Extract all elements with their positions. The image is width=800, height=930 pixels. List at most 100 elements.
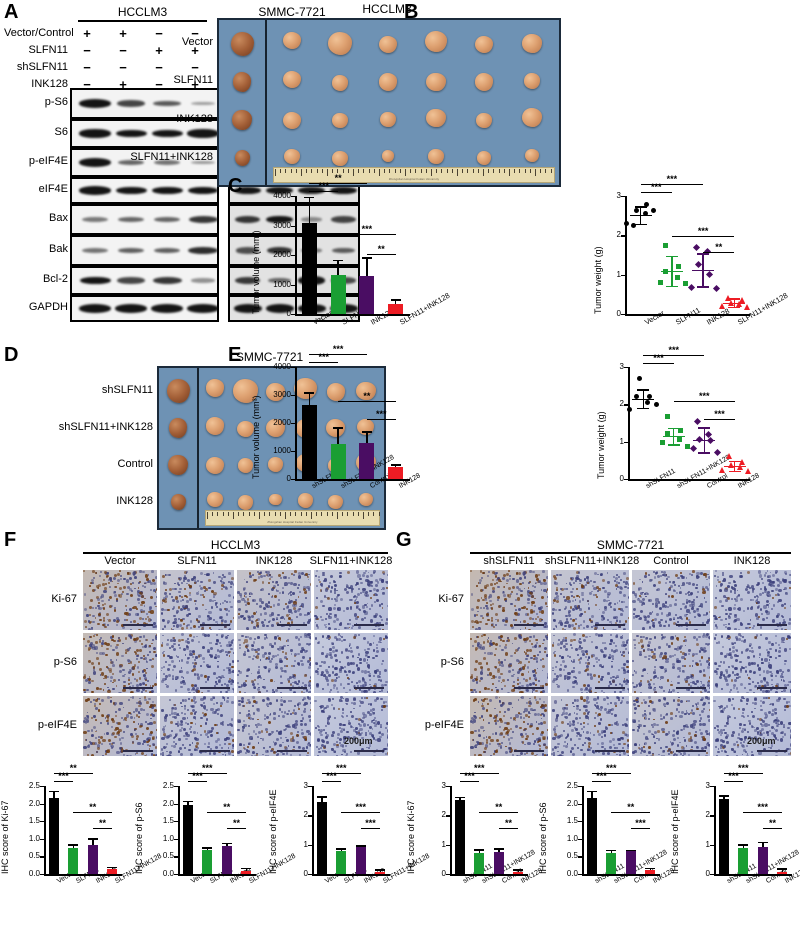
nucleus (249, 595, 251, 598)
nucleus (672, 621, 676, 626)
nucleus (778, 622, 782, 625)
nucleus (199, 752, 202, 755)
nucleus (623, 601, 626, 603)
nucleus (362, 712, 366, 715)
nucleus (88, 676, 91, 678)
nucleus (375, 723, 378, 726)
nucleus (179, 670, 183, 674)
nucleus (579, 688, 583, 692)
nucleus (526, 654, 529, 658)
nucleus (362, 588, 366, 592)
significance-line (671, 236, 735, 238)
nucleus (237, 600, 241, 604)
nucleus (261, 581, 265, 585)
nucleus (171, 645, 175, 649)
nucleus (150, 753, 154, 756)
nucleus (723, 578, 727, 582)
nucleus (249, 636, 253, 640)
nucleus (317, 737, 321, 741)
nucleus (676, 638, 679, 641)
nucleus (170, 712, 174, 715)
error-bar (72, 844, 74, 849)
nucleus (161, 575, 165, 579)
nucleus (98, 638, 101, 641)
condition-symbol: + (191, 77, 199, 92)
nucleus (545, 635, 548, 638)
nucleus (379, 622, 382, 625)
nucleus (239, 685, 242, 689)
nucleus (334, 636, 338, 640)
nucleus (240, 696, 244, 700)
nucleus (652, 682, 656, 686)
nucleus (179, 607, 184, 612)
nucleus (334, 679, 337, 682)
nucleus (240, 615, 243, 618)
nucleus (93, 635, 96, 638)
nucleus (280, 696, 283, 699)
nucleus (317, 579, 320, 582)
nucleus (223, 742, 227, 746)
nucleus (267, 605, 271, 608)
nucleus (688, 621, 692, 624)
nucleus (160, 752, 162, 755)
panel-letter-c: C (228, 175, 243, 197)
nucleus (696, 572, 700, 576)
significance-line (643, 363, 674, 365)
nucleus (113, 678, 117, 682)
nucleus (722, 580, 725, 583)
nucleus (130, 621, 132, 623)
nucleus (770, 584, 773, 588)
nucleus (270, 595, 274, 599)
nucleus (609, 605, 613, 609)
nucleus (618, 620, 622, 624)
nucleus (260, 737, 262, 740)
nucleus (144, 683, 147, 686)
tumor-row-label: Vector (181, 36, 213, 49)
nucleus (337, 733, 341, 736)
nucleus (519, 582, 522, 586)
data-point (689, 444, 697, 452)
nucleus (556, 597, 559, 600)
nucleus (385, 618, 388, 621)
nucleus (355, 584, 358, 587)
tumor-specimen (269, 493, 282, 506)
nucleus (532, 670, 535, 673)
nucleus (322, 746, 326, 750)
nucleus (226, 600, 229, 603)
nucleus (175, 599, 179, 603)
nucleus (472, 626, 474, 629)
nucleus (91, 742, 95, 746)
y-tick-label: 4000 (273, 362, 291, 371)
nucleus (101, 594, 105, 598)
bar (355, 847, 366, 874)
nucleus (304, 688, 307, 690)
nucleus (298, 572, 302, 576)
nucleus (228, 669, 232, 673)
ruler-tick (305, 512, 307, 516)
ruler-tick (389, 169, 391, 173)
nucleus (228, 667, 231, 670)
nucleus (380, 679, 383, 682)
nucleus (129, 712, 133, 716)
nucleus (339, 737, 343, 742)
nucleus (380, 678, 382, 681)
nucleus (139, 609, 144, 613)
ruler-tick (394, 169, 396, 173)
nucleus (282, 644, 286, 648)
nucleus (336, 594, 340, 598)
nucleus (245, 675, 248, 678)
nucleus (291, 736, 295, 739)
nucleus (376, 646, 379, 649)
nucleus (127, 678, 130, 681)
nucleus (231, 665, 234, 669)
nucleus (280, 667, 284, 671)
nucleus (515, 579, 519, 583)
nucleus (700, 606, 703, 609)
nucleus (333, 597, 336, 600)
sd-whisker (642, 389, 644, 409)
nucleus (321, 618, 324, 622)
data-point (739, 458, 746, 465)
nucleus (302, 736, 305, 739)
nucleus (349, 585, 353, 589)
nucleus (693, 615, 697, 619)
